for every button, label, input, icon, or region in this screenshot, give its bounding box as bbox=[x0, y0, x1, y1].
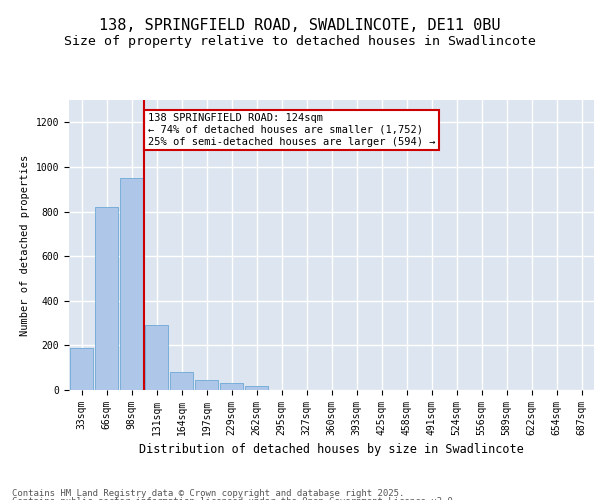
Bar bbox=[95, 207, 118, 390]
Text: Contains public sector information licensed under the Open Government Licence v3: Contains public sector information licen… bbox=[12, 498, 458, 500]
Bar bbox=[194, 380, 218, 390]
Bar bbox=[220, 384, 244, 390]
Y-axis label: Number of detached properties: Number of detached properties bbox=[20, 154, 30, 336]
Text: Contains HM Land Registry data © Crown copyright and database right 2025.: Contains HM Land Registry data © Crown c… bbox=[12, 488, 404, 498]
Bar bbox=[245, 386, 268, 390]
Text: 138, SPRINGFIELD ROAD, SWADLINCOTE, DE11 0BU: 138, SPRINGFIELD ROAD, SWADLINCOTE, DE11… bbox=[99, 18, 501, 32]
Bar bbox=[145, 326, 169, 390]
Text: 138 SPRINGFIELD ROAD: 124sqm
← 74% of detached houses are smaller (1,752)
25% of: 138 SPRINGFIELD ROAD: 124sqm ← 74% of de… bbox=[148, 114, 435, 146]
Text: Size of property relative to detached houses in Swadlincote: Size of property relative to detached ho… bbox=[64, 35, 536, 48]
X-axis label: Distribution of detached houses by size in Swadlincote: Distribution of detached houses by size … bbox=[139, 444, 524, 456]
Bar bbox=[170, 372, 193, 390]
Bar bbox=[70, 348, 94, 390]
Bar bbox=[119, 178, 143, 390]
